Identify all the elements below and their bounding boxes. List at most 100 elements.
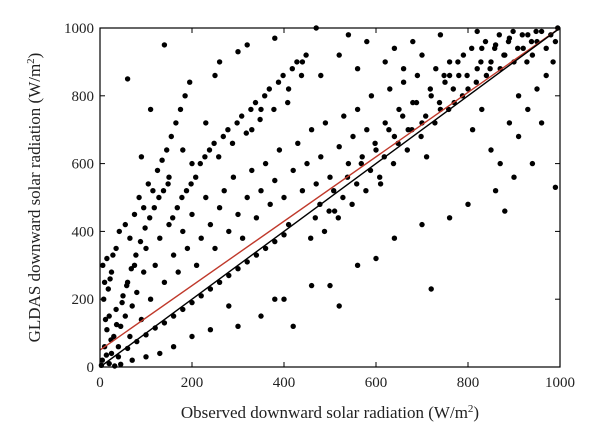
data-point: [198, 293, 204, 299]
data-point: [345, 32, 352, 38]
data-point: [322, 120, 329, 126]
data-point: [128, 266, 134, 272]
data-point: [141, 269, 147, 275]
data-point: [437, 32, 444, 38]
data-point: [147, 296, 154, 302]
data-point: [220, 133, 226, 140]
plot-area-frame: [99, 27, 561, 368]
data-point: [382, 59, 388, 65]
data-point: [336, 303, 342, 309]
data-point: [271, 106, 277, 113]
data-point: [138, 154, 145, 160]
data-point: [418, 133, 424, 140]
data-point: [216, 279, 223, 285]
data-point: [456, 72, 462, 79]
data-point: [272, 35, 278, 41]
data-point: [336, 52, 342, 58]
data-point: [525, 32, 531, 38]
data-point: [428, 93, 434, 99]
data-point: [166, 174, 172, 180]
data-point: [515, 45, 521, 51]
data-point: [354, 262, 361, 268]
data-point: [221, 188, 227, 194]
data-point: [280, 72, 286, 79]
data-point: [183, 188, 190, 194]
data-point: [249, 127, 255, 133]
data-point: [524, 59, 530, 65]
data-point: [474, 66, 480, 72]
data-point: [115, 354, 122, 360]
data-point: [550, 59, 556, 65]
data-point: [272, 177, 278, 184]
data-point: [110, 252, 116, 258]
data-point: [197, 160, 203, 167]
data-point: [496, 32, 502, 38]
x-tick-label: 600: [365, 375, 388, 391]
data-point: [391, 235, 398, 241]
data-point: [345, 160, 352, 167]
data-point: [349, 201, 355, 207]
data-point: [262, 245, 269, 252]
data-point: [216, 205, 223, 211]
x-axis-title: Observed downward solar radiation (W/m2): [181, 403, 479, 422]
data-point: [266, 86, 272, 92]
data-point: [253, 215, 260, 221]
data-point: [116, 228, 123, 235]
data-point: [159, 157, 165, 163]
data-point: [414, 72, 421, 79]
data-point: [368, 93, 375, 99]
data-point: [104, 255, 110, 262]
y-tick-label: 1000: [64, 21, 94, 37]
data-point: [281, 232, 287, 238]
data-point: [119, 299, 125, 306]
data-point: [272, 296, 278, 302]
data-point: [455, 59, 461, 65]
data-point: [216, 59, 223, 65]
data-point: [170, 313, 177, 319]
data-point: [243, 130, 249, 136]
data-point: [177, 106, 184, 113]
data-point: [281, 194, 287, 201]
data-point: [312, 215, 318, 221]
data-point: [358, 160, 364, 167]
one-to-one-line: [99, 27, 561, 368]
data-point: [131, 211, 138, 218]
data-point: [142, 225, 148, 231]
data-point: [157, 350, 163, 357]
data-point: [189, 333, 195, 340]
data-point: [122, 221, 128, 228]
data-point: [482, 38, 489, 45]
data-point: [433, 66, 439, 72]
data-point: [487, 66, 493, 72]
data-point: [359, 154, 365, 160]
data-point: [147, 215, 153, 221]
data-point: [267, 201, 273, 207]
data-point: [396, 106, 402, 113]
data-point: [354, 66, 361, 72]
data-point: [327, 174, 333, 180]
data-point: [141, 205, 147, 211]
data-point: [129, 357, 135, 363]
data-point: [340, 194, 346, 201]
data-point: [184, 245, 191, 252]
data-point: [207, 221, 214, 228]
data-point: [175, 269, 181, 275]
data-point: [143, 245, 149, 252]
data-point: [252, 99, 259, 106]
data-point: [290, 323, 296, 329]
data-point: [249, 167, 255, 174]
data-point: [235, 49, 241, 55]
data-point: [377, 174, 383, 180]
data-point: [479, 45, 485, 51]
data-point: [120, 293, 126, 299]
data-point: [106, 313, 112, 319]
data-point: [538, 120, 545, 126]
data-point: [161, 42, 168, 48]
data-point: [350, 133, 356, 140]
data-point: [122, 313, 128, 319]
data-point: [373, 255, 379, 262]
data-point: [235, 211, 241, 218]
data-point: [413, 99, 420, 106]
data-point: [101, 279, 108, 285]
data-point: [150, 188, 156, 194]
